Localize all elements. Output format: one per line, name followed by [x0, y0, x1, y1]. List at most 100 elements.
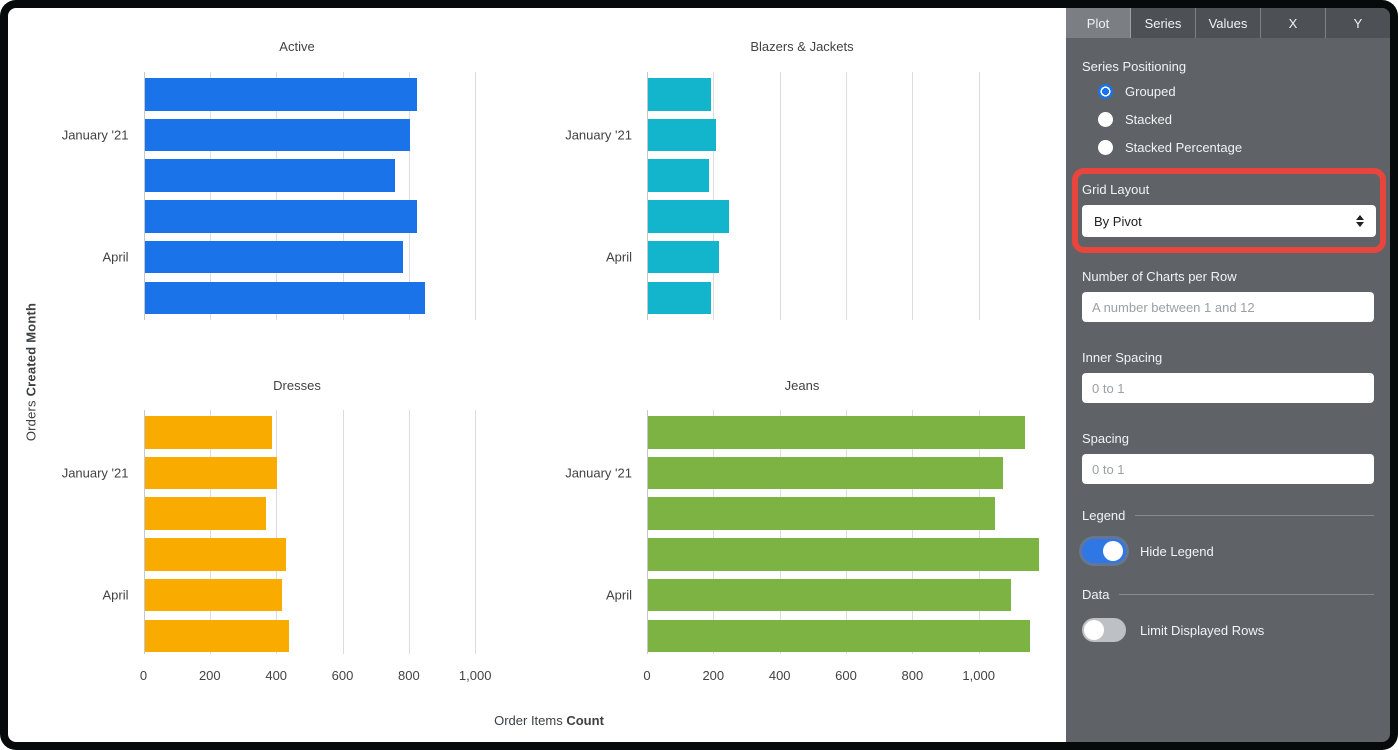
bar[interactable]: [648, 416, 1025, 449]
bar[interactable]: [144, 538, 286, 571]
gridline: [408, 72, 410, 320]
gridline: [846, 72, 847, 320]
toggle-knob: [1103, 541, 1123, 561]
x-tick-label: 800: [398, 668, 420, 683]
tab-values[interactable]: Values: [1196, 8, 1261, 38]
panel-body: Series Positioning Grouped Stacked Stack…: [1066, 38, 1390, 742]
spacing-label: Spacing: [1082, 431, 1129, 446]
bar[interactable]: [648, 281, 711, 314]
bar[interactable]: [648, 78, 711, 111]
tab-x[interactable]: X: [1261, 8, 1326, 38]
gridline: [475, 410, 477, 654]
y-tick-label: April: [605, 587, 632, 603]
bar[interactable]: [144, 416, 273, 449]
legend-divider: [1135, 515, 1374, 516]
x-tick-label: 200: [702, 668, 725, 683]
bar[interactable]: [648, 497, 995, 530]
plot-area: [143, 72, 478, 320]
gridline: [475, 72, 477, 320]
x-tick-label: 1,000: [962, 668, 995, 683]
x-axis-title-view: Order Items: [494, 713, 567, 728]
radio-stacked-icon[interactable]: [1098, 112, 1113, 127]
gridline: [779, 410, 781, 654]
hide-legend-toggle[interactable]: [1082, 539, 1126, 563]
grid-layout-value: By Pivot: [1094, 213, 1142, 229]
spacing-input[interactable]: [1082, 454, 1374, 484]
radio-stacked-label: Stacked: [1125, 112, 1172, 127]
gridline: [276, 410, 278, 654]
chart-title-jeans: Jeans: [784, 378, 820, 393]
bar[interactable]: [144, 159, 395, 192]
series-positioning-label: Series Positioning: [1082, 59, 1187, 74]
bar[interactable]: [648, 240, 720, 274]
bar[interactable]: [648, 619, 1030, 652]
gridline: [912, 410, 914, 654]
bar[interactable]: [648, 200, 730, 233]
gridline: [276, 72, 278, 320]
y-tick-label: April: [102, 249, 129, 265]
gridline: [912, 72, 914, 320]
chart-title-active: Active: [279, 39, 315, 54]
bar[interactable]: [648, 118, 716, 152]
grid-layout-select[interactable]: By Pivot: [1082, 205, 1376, 237]
y-axis-title-view: Orders: [23, 396, 39, 442]
plot-area: [143, 410, 478, 654]
y-tick-label: January '21: [565, 465, 632, 481]
bar[interactable]: [144, 619, 289, 652]
bar[interactable]: [144, 497, 266, 530]
tab-plot[interactable]: Plot: [1066, 8, 1131, 38]
bar[interactable]: [144, 281, 425, 314]
x-tick-label: 0: [139, 668, 148, 683]
radio-grouped-icon[interactable]: [1098, 84, 1113, 99]
y-tick-label: April: [102, 587, 129, 603]
gridline: [342, 410, 344, 654]
data-divider: [1119, 594, 1374, 595]
grid-layout-label: Grid Layout: [1082, 182, 1150, 197]
radio-row-stacked[interactable]: Stacked: [1098, 112, 1374, 127]
legend-section-header: Legend: [1082, 508, 1374, 523]
radio-row-stacked-percentage[interactable]: Stacked Percentage: [1098, 140, 1374, 155]
tab-bar: Plot Series Values X Y: [1066, 8, 1390, 38]
x-tick-label: 800: [901, 668, 924, 683]
hide-legend-label: Hide Legend: [1140, 543, 1214, 559]
charts-per-row-input[interactable]: [1082, 292, 1374, 322]
tab-y[interactable]: Y: [1353, 15, 1363, 31]
bar[interactable]: [144, 456, 278, 490]
gridline: [647, 410, 648, 654]
x-axis-title: Order Items Count: [494, 713, 604, 728]
x-axis-title-field: Count: [566, 713, 604, 728]
bar[interactable]: [144, 578, 283, 612]
limit-displayed-rows-toggle[interactable]: [1082, 618, 1126, 642]
charts-per-row-label: Number of Charts per Row: [1082, 269, 1237, 284]
data-section-label: Data: [1082, 587, 1110, 602]
bar[interactable]: [144, 118, 410, 152]
radio-row-grouped[interactable]: Grouped: [1098, 84, 1374, 99]
bar[interactable]: [648, 159, 710, 192]
gridline: [846, 410, 847, 654]
tab-series[interactable]: Series: [1131, 8, 1196, 38]
inner-spacing-label: Inner Spacing: [1082, 350, 1163, 365]
limit-displayed-rows-label: Limit Displayed Rows: [1140, 622, 1265, 638]
gridline: [209, 410, 211, 654]
chart-title-dresses: Dresses: [273, 378, 321, 393]
y-axis-title: Orders Created Month: [24, 303, 39, 441]
bar[interactable]: [144, 240, 404, 274]
y-tick-label: January '21: [61, 127, 129, 143]
gridline: [978, 410, 980, 654]
x-tick-label: 1,000: [458, 668, 492, 683]
updown-arrows-icon: [1356, 215, 1364, 227]
chart-title-blazers-jackets: Blazers & Jackets: [750, 39, 854, 54]
chart-canvas: Orders Created Month Active Blazers & Ja…: [8, 8, 1066, 742]
legend-section-label: Legend: [1082, 508, 1126, 523]
radio-grouped-label: Grouped: [1125, 84, 1176, 99]
gridline: [779, 72, 781, 320]
bar[interactable]: [648, 456, 1003, 490]
bar[interactable]: [648, 578, 1012, 612]
bar[interactable]: [648, 538, 1040, 571]
bar[interactable]: [144, 200, 417, 233]
radio-stacked-percentage-icon[interactable]: [1098, 140, 1113, 155]
bar[interactable]: [144, 78, 417, 111]
gridline: [647, 72, 648, 320]
inner-spacing-input[interactable]: [1082, 373, 1374, 403]
